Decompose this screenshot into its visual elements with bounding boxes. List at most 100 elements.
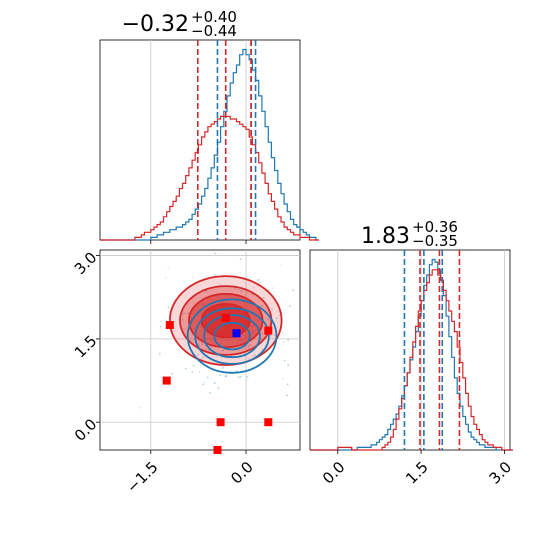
scatter-point: [165, 338, 168, 340]
x-tick-label-1: 1.5: [402, 458, 432, 488]
scatter-point: [182, 313, 185, 315]
scatter-contour-panel: −1.5 0.0 0.0 1.5 3.0: [71, 249, 301, 497]
panel-title-sup: +0.36: [412, 218, 458, 236]
panel-title-main: 1.83: [361, 224, 410, 249]
x-ticks: 0.0 1.5 3.0: [319, 450, 515, 488]
scatter-point: [165, 276, 167, 279]
scatter-point: [158, 352, 161, 355]
blue-contour-level-2: [194, 307, 270, 365]
blue-contour-level-1: [203, 314, 261, 359]
scatter-point: [197, 340, 200, 343]
scatter-point: [224, 375, 227, 378]
scatter-point: [239, 258, 242, 261]
scatter-point: [222, 366, 225, 369]
red-marker-1: [221, 313, 230, 322]
panel-title-main: −0.32: [122, 12, 189, 37]
scatter-point: [249, 344, 252, 346]
scatter-point: [225, 374, 228, 377]
markers: [162, 313, 273, 454]
histogram-series: [310, 258, 513, 451]
scatter-point: [289, 305, 291, 307]
histogram-step-blue: [100, 48, 319, 241]
scatter-point: [219, 282, 222, 285]
scatter-point: [248, 357, 251, 359]
scatter-point: [202, 356, 205, 359]
x-tick-label-1: 0.0: [227, 458, 257, 488]
scatter-point: [271, 308, 273, 310]
scatter-point: [239, 271, 242, 274]
scatter-point: [192, 364, 195, 367]
scatter-point: [220, 356, 223, 359]
scatter-point: [282, 378, 285, 380]
scatter-point: [253, 354, 256, 356]
red-marker-0: [165, 321, 174, 329]
scatter-point: [191, 371, 194, 373]
scatter-point: [197, 353, 200, 356]
panel-title-sub: −0.44: [191, 22, 237, 40]
scatter-point: [191, 275, 194, 278]
scatter-point: [183, 327, 186, 330]
scatter-point: [257, 279, 260, 281]
scatter-point: [262, 297, 265, 300]
quantile-lines: [196, 40, 257, 240]
scatter-point: [187, 312, 190, 315]
scatter-point: [167, 306, 170, 308]
scatter-point: [282, 341, 285, 344]
scatter-point: [206, 376, 209, 379]
x-tick-label-0: −1.5: [123, 458, 161, 496]
scatter-point: [240, 375, 242, 378]
scatter-point: [221, 349, 224, 352]
scatter-point: [184, 312, 187, 315]
scatter-point: [168, 310, 171, 313]
scatter-point: [283, 359, 286, 362]
scatter-point: [214, 252, 217, 255]
panel-title-sup: +0.40: [191, 8, 237, 26]
scatter-point: [276, 321, 279, 324]
x-ticks: [150, 240, 247, 244]
scatter-point: [287, 363, 290, 366]
scatter-point: [269, 334, 272, 337]
grid-lines: [337, 250, 505, 450]
scatter-point: [209, 391, 211, 394]
scatter-point: [205, 348, 208, 351]
density-contours: [168, 275, 283, 374]
panel-frame: [99, 249, 301, 451]
scatter-point: [203, 381, 205, 384]
scatter-point: [185, 367, 187, 370]
red-marker-4: [216, 418, 225, 427]
scatter-point: [276, 317, 278, 320]
histogram-panel-param-2: 0.0 1.5 3.0 1.83 +0.36 −0.35: [309, 218, 515, 488]
scatter-point: [213, 382, 216, 385]
blue-contour-level-3: [186, 298, 278, 374]
histogram-series: [100, 48, 319, 241]
histogram-step-blue: [310, 258, 513, 451]
scatter-point: [198, 371, 201, 373]
scatter-point: [198, 344, 200, 346]
scatter-point: [182, 319, 184, 321]
scatter-point: [278, 314, 281, 317]
scatter-point: [292, 289, 295, 291]
scatter-point: [217, 387, 220, 390]
scatter-point: [202, 383, 205, 386]
scatter-point: [271, 287, 274, 290]
scatter-point: [245, 379, 248, 382]
scatter-point: [219, 374, 222, 376]
scatter-point: [260, 281, 262, 284]
scatter-point: [171, 372, 174, 375]
scatter-point: [273, 334, 275, 336]
histogram-step-red: [310, 269, 513, 451]
panel-frame: [99, 39, 301, 241]
red-marker-6: [213, 446, 222, 454]
scatter-point: [187, 312, 190, 315]
scatter-point: [178, 349, 181, 352]
scatter-point: [244, 347, 247, 350]
scatter-point: [236, 370, 238, 372]
panel-title-sub: −0.35: [412, 232, 458, 250]
x-tick-label-2: 3.0: [486, 458, 516, 488]
scatter-point: [167, 266, 170, 269]
scatter-point: [286, 394, 289, 397]
scatter-point: [267, 318, 269, 321]
scatter-point: [261, 304, 263, 307]
scatter-point: [208, 349, 211, 352]
